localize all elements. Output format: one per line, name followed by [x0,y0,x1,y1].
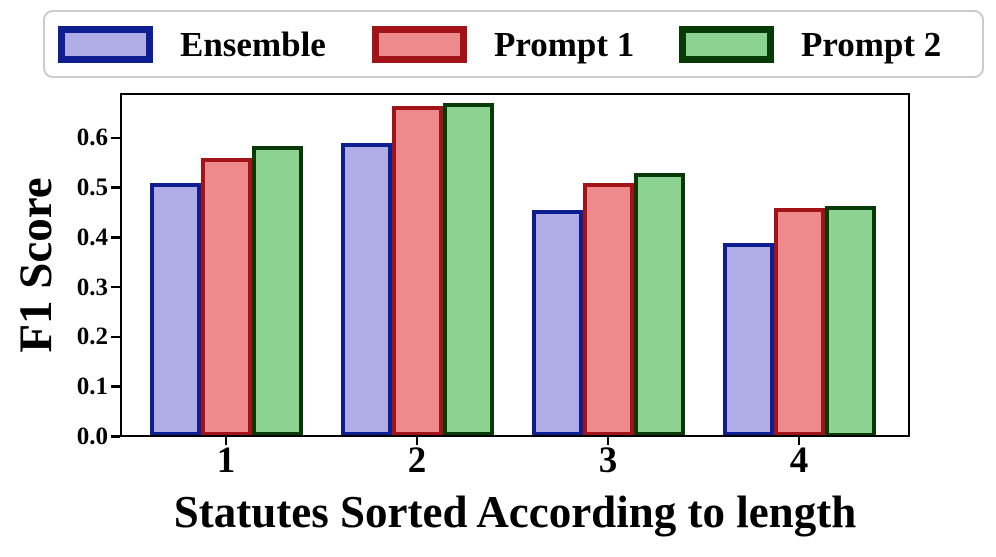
y-tick-mark [111,385,120,388]
x-tick-label: 2 [407,440,427,481]
legend: Ensemble Prompt 1 Prompt 2 [43,10,984,78]
bar-prompt-2-3 [633,173,685,437]
x-tick-label: 3 [598,440,618,481]
legend-label-prompt-2: Prompt 2 [801,24,942,64]
legend-swatch-prompt-1 [372,25,467,63]
y-axis-title: F1 Score [10,177,62,353]
y-tick-label: 0.0 [76,423,108,450]
x-axis-title: Statutes Sorted According to length [173,487,857,537]
bar-ensemble-1 [149,183,201,437]
legend-item-prompt-2: Prompt 2 [679,12,941,76]
bar-prompt-1-1 [200,158,252,437]
bar-ensemble-3 [531,210,583,437]
y-tick-mark [111,136,120,140]
y-tick-mark [111,435,120,438]
x-tick-label: 1 [216,440,236,481]
bar-prompt-2-2 [442,103,494,437]
x-tick-mark [415,436,419,445]
bar-prompt-1-2 [391,105,443,437]
y-tick-label: 0.4 [76,223,108,251]
y-tick-label: 0.2 [76,323,108,351]
bar-prompt-1-3 [582,183,634,437]
bar-prompt-1-4 [773,207,825,437]
bar-prompt-2-1 [251,145,303,437]
y-tick-mark [111,285,120,289]
bar-prompt-2-4 [824,205,876,437]
y-tick-label: 0.1 [76,373,108,401]
legend-label-ensemble: Ensemble [180,24,326,64]
y-tick-mark [111,236,120,239]
y-tick-label: 0.3 [76,273,108,301]
legend-swatch-prompt-2 [679,25,774,63]
y-tick-mark [111,335,120,339]
y-tick-label: 0.5 [76,174,108,202]
x-tick-mark [224,436,228,445]
legend-item-ensemble: Ensemble [58,12,326,76]
x-tick-mark [797,436,801,445]
bar-ensemble-4 [722,242,774,437]
x-tick-label: 4 [789,440,809,481]
bar-ensemble-2 [340,143,392,437]
x-tick-mark [606,436,610,445]
legend-swatch-ensemble [58,25,153,63]
legend-label-prompt-1: Prompt 1 [494,24,635,64]
legend-item-prompt-1: Prompt 1 [372,12,634,76]
y-tick-label: 0.6 [76,124,108,152]
y-tick-mark [111,186,120,189]
